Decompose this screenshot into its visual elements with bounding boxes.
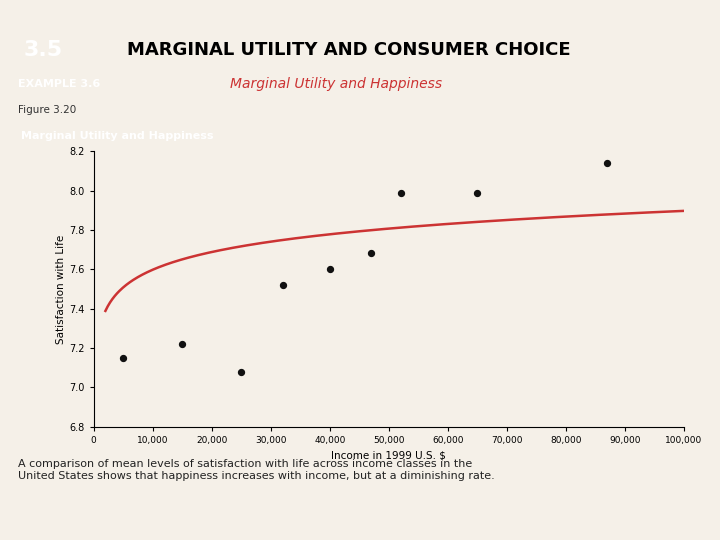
Text: 3.5: 3.5 xyxy=(24,40,63,60)
Point xyxy=(117,353,129,362)
Point xyxy=(472,188,483,197)
Point xyxy=(324,265,336,274)
Text: Figure 3.20: Figure 3.20 xyxy=(17,105,76,115)
Text: MARGINAL UTILITY AND CONSUMER CHOICE: MARGINAL UTILITY AND CONSUMER CHOICE xyxy=(127,41,571,59)
Point xyxy=(365,249,377,258)
Text: A comparison of mean levels of satisfaction with life across income classes in t: A comparison of mean levels of satisfact… xyxy=(18,459,495,481)
Point xyxy=(601,159,613,167)
Point xyxy=(395,188,406,197)
Point xyxy=(276,281,288,289)
X-axis label: Income in 1999 U.S. $: Income in 1999 U.S. $ xyxy=(331,450,446,460)
Text: EXAMPLE 3.6: EXAMPLE 3.6 xyxy=(17,79,100,89)
Point xyxy=(235,367,247,376)
Text: Marginal Utility and Happiness: Marginal Utility and Happiness xyxy=(20,131,213,140)
Text: Marginal Utility and Happiness: Marginal Utility and Happiness xyxy=(230,77,442,91)
Y-axis label: Satisfaction with Life: Satisfaction with Life xyxy=(56,234,66,343)
Point xyxy=(176,340,188,348)
